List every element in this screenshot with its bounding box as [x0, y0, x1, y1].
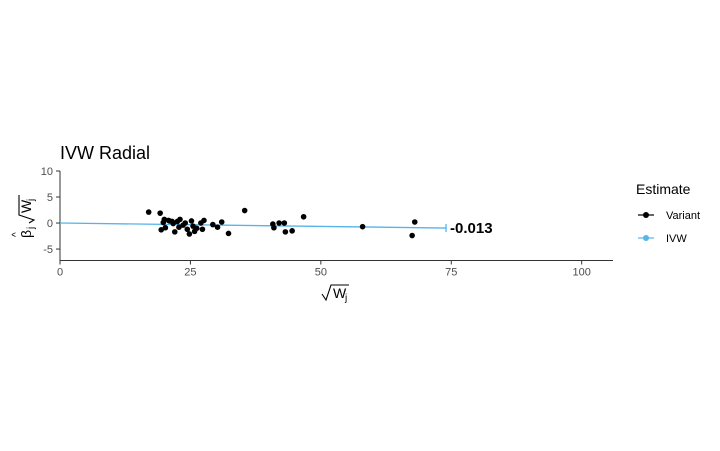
y-tick-label: -5: [43, 244, 53, 256]
legend-variant-label: Variant: [666, 210, 700, 222]
variant-point: [176, 224, 182, 230]
x-ticks: 0 25 50 75 100: [57, 260, 591, 279]
variant-point: [201, 217, 207, 224]
legend-ivw-marker: [643, 235, 649, 241]
variant-point: [171, 229, 178, 235]
variant-series: [145, 207, 418, 239]
variant-point: [145, 209, 152, 215]
variant-point: [199, 226, 206, 233]
y-ticks: -5 0 5 10: [41, 166, 60, 256]
plot-area: 0 25 50 75 100 -5 0 5 10 -0.013: [41, 166, 613, 279]
x-tick-label: 25: [184, 267, 196, 279]
ivw-series: [59, 222, 447, 233]
x-tick-label: 75: [445, 267, 457, 279]
svg-text:j: j: [26, 199, 37, 202]
variant-point: [158, 226, 165, 233]
x-tick-label: 50: [315, 267, 327, 279]
legend-item-ivw: IVW: [638, 233, 687, 245]
variant-point: [281, 220, 288, 226]
variant-point: [271, 224, 277, 231]
chart-title: IVW Radial: [60, 143, 150, 163]
x-tick-label: 100: [573, 267, 591, 279]
variant-point: [276, 220, 282, 226]
svg-text:^: ^: [11, 232, 22, 237]
svg-text:W: W: [333, 285, 347, 301]
svg-text:β: β: [18, 230, 34, 238]
svg-text:j: j: [344, 293, 347, 304]
variant-point: [300, 213, 307, 220]
svg-text:j: j: [26, 227, 37, 230]
y-tick-label: 0: [47, 218, 53, 230]
variant-point: [282, 229, 289, 235]
variant-point: [411, 219, 418, 225]
y-tick-label: 5: [47, 192, 53, 204]
variant-point: [210, 221, 216, 228]
legend-title: Estimate: [636, 181, 691, 197]
y-tick-label: 10: [41, 166, 53, 178]
legend-item-variant: Variant: [638, 210, 700, 222]
svg-text:W: W: [18, 199, 34, 213]
variant-point: [225, 230, 232, 237]
variant-point: [170, 220, 177, 227]
legend: Estimate Variant IVW: [636, 181, 700, 245]
variant-point: [193, 225, 200, 232]
variant-point: [218, 219, 225, 225]
variant-point: [182, 220, 189, 226]
ivw-line: [59, 222, 447, 229]
x-axis-label: W j: [321, 284, 349, 304]
variant-point: [184, 226, 191, 233]
variant-point: [157, 210, 163, 216]
variant-point: [214, 224, 221, 230]
y-axis-label: β ^ j W j: [11, 195, 37, 238]
variant-point: [186, 231, 193, 237]
ivw-estimate-label: -0.013: [450, 220, 493, 237]
variant-point: [409, 232, 415, 239]
variant-point: [359, 223, 366, 230]
variant-point: [289, 228, 295, 234]
x-tick-label: 0: [57, 267, 63, 279]
variant-point: [162, 224, 169, 231]
variant-point: [177, 216, 183, 223]
legend-ivw-label: IVW: [666, 233, 687, 245]
variant-point: [241, 207, 248, 214]
legend-variant-marker: [643, 212, 649, 218]
variant-point: [188, 218, 195, 224]
